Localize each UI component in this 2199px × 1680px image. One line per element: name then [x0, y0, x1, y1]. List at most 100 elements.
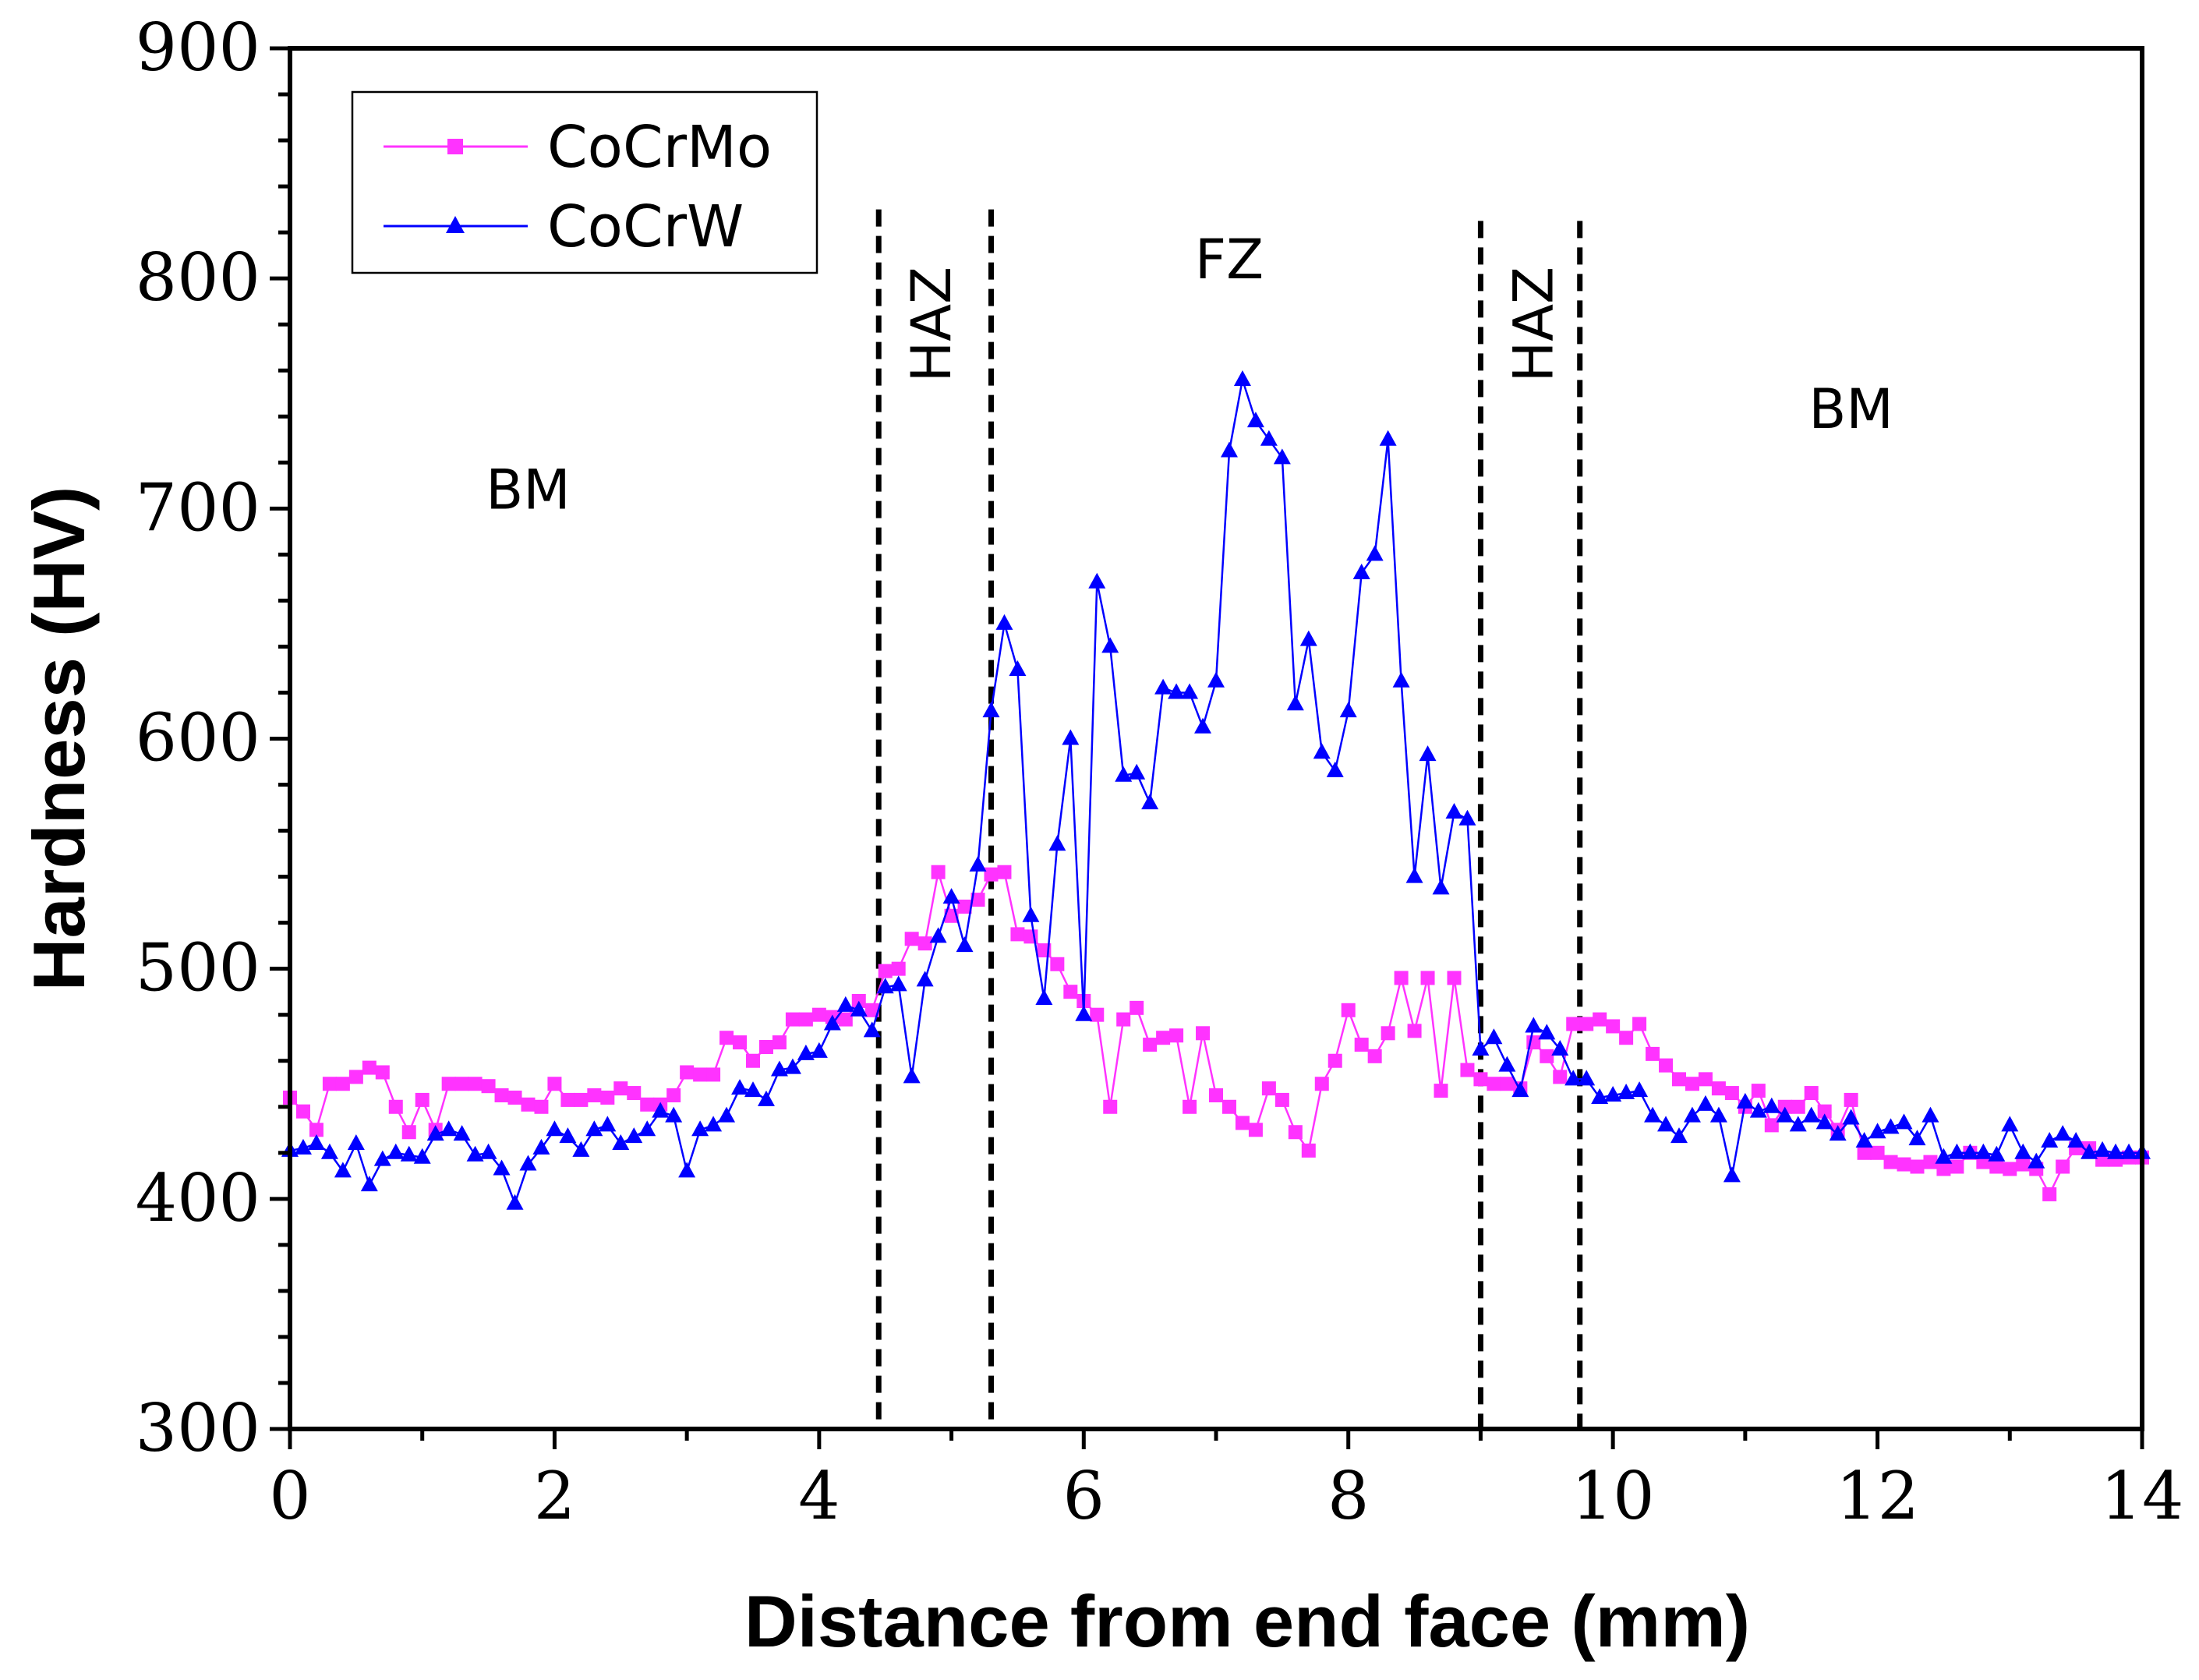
data-point-cocrw	[797, 1044, 815, 1060]
series-layer	[281, 370, 2151, 1210]
data-point-cocrw	[678, 1162, 696, 1178]
data-point-cocrw	[1723, 1166, 1741, 1183]
data-point-cocrmo	[1632, 1017, 1647, 1031]
data-point-cocrw	[863, 1021, 881, 1038]
data-point-cocrmo	[1711, 1081, 1726, 1096]
data-point-cocrmo	[931, 865, 946, 879]
data-point-cocrw	[2120, 1143, 2138, 1159]
data-point-cocrw	[1379, 430, 1397, 446]
data-point-cocrmo	[1010, 927, 1025, 942]
data-point-cocrw	[1948, 1143, 1966, 1159]
data-point-cocrmo	[1367, 1049, 1382, 1063]
data-point-cocrw	[1458, 809, 1476, 826]
data-point-cocrmo	[2003, 1162, 2017, 1176]
data-point-cocrmo	[1447, 971, 1462, 985]
data-point-cocrw	[823, 1014, 841, 1031]
data-point-cocrw	[1035, 989, 1053, 1006]
y-axis-title: Hardness (HV)	[18, 486, 100, 992]
data-point-cocrw	[373, 1150, 391, 1166]
data-point-cocrw	[307, 1134, 325, 1150]
data-point-cocrmo	[1301, 1143, 1316, 1158]
data-point-cocrw	[440, 1120, 458, 1137]
data-point-cocrw	[1392, 671, 1410, 688]
data-point-cocrmo	[1090, 1007, 1105, 1022]
data-point-cocrw	[506, 1194, 524, 1210]
data-point-cocrmo	[1910, 1159, 1925, 1174]
data-point-cocrw	[1604, 1086, 1622, 1102]
data-point-cocrw	[1115, 766, 1133, 782]
data-point-cocrw	[1181, 683, 1199, 699]
data-point-cocrw	[1935, 1148, 1953, 1164]
data-point-cocrw	[612, 1134, 630, 1150]
data-point-cocrmo	[719, 1031, 734, 1045]
data-point-cocrmo	[2016, 1157, 2031, 1172]
data-point-cocrw	[1709, 1106, 1727, 1123]
data-point-cocrw	[1631, 1081, 1649, 1098]
data-point-cocrmo	[388, 1099, 403, 1114]
y-tick-label: 300	[136, 1390, 260, 1466]
data-point-cocrmo	[706, 1067, 721, 1082]
data-point-cocrw	[903, 1067, 921, 1084]
data-point-cocrw	[1022, 906, 1040, 922]
data-point-cocrmo	[693, 1067, 708, 1082]
data-point-cocrw	[1525, 1017, 1543, 1033]
data-point-cocrmo	[758, 1040, 773, 1055]
data-point-cocrw	[956, 936, 974, 953]
data-point-cocrw	[1062, 729, 1080, 745]
zone-label-haz: HAZ	[1501, 267, 1565, 382]
zone-boundaries	[875, 209, 1583, 1429]
data-point-cocrmo	[613, 1081, 628, 1096]
data-point-cocrmo	[746, 1053, 760, 1068]
data-point-cocrw	[1048, 835, 1066, 851]
data-point-cocrw	[744, 1081, 762, 1098]
data-point-cocrmo	[627, 1086, 642, 1101]
data-point-cocrw	[731, 1079, 749, 1095]
data-point-cocrw	[1168, 683, 1186, 699]
data-point-cocrmo	[295, 1104, 310, 1119]
data-point-cocrw	[1749, 1102, 1767, 1118]
data-point-cocrw	[1829, 1125, 1847, 1141]
data-point-cocrmo	[335, 1077, 350, 1091]
data-point-cocrmo	[1989, 1159, 2004, 1174]
x-tick-label: 8	[1328, 1458, 1369, 1534]
x-tick-label: 14	[2101, 1458, 2184, 1534]
data-point-cocrmo	[534, 1099, 549, 1114]
data-point-cocrmo	[798, 1012, 813, 1027]
legend-label: CoCrW	[547, 193, 744, 260]
data-point-cocrmo	[1183, 1099, 1197, 1114]
data-point-cocrmo	[348, 1070, 363, 1084]
data-point-cocrw	[916, 971, 934, 987]
data-point-cocrw	[1299, 630, 1317, 646]
data-point-cocrmo	[1221, 1099, 1236, 1114]
data-point-cocrw	[1220, 441, 1238, 458]
data-point-cocrmo	[2042, 1187, 2057, 1201]
x-tick-label: 10	[1571, 1458, 1655, 1534]
data-point-cocrmo	[1381, 1026, 1395, 1041]
data-point-cocrw	[1868, 1123, 1886, 1139]
data-point-cocrw	[1141, 794, 1159, 810]
data-point-cocrw	[1286, 695, 1304, 711]
data-point-cocrmo	[733, 1035, 748, 1050]
data-point-cocrw	[1564, 1070, 1582, 1086]
data-point-cocrmo	[1579, 1017, 1594, 1031]
data-point-cocrmo	[362, 1060, 377, 1075]
data-point-cocrmo	[468, 1077, 483, 1091]
x-tick-label: 6	[1063, 1458, 1105, 1534]
data-point-cocrw	[1644, 1106, 1662, 1123]
data-point-cocrw	[929, 927, 947, 943]
data-point-cocrmo	[401, 1125, 416, 1140]
data-point-cocrmo	[560, 1092, 575, 1107]
data-point-cocrw	[665, 1106, 683, 1123]
data-point-cocrw	[1802, 1106, 1820, 1123]
zone-label-bm: BM	[486, 458, 570, 522]
data-point-cocrmo	[1870, 1145, 1885, 1160]
data-point-cocrmo	[1540, 1049, 1554, 1063]
data-point-cocrmo	[1050, 957, 1065, 971]
data-point-cocrmo	[1341, 1003, 1356, 1017]
data-point-cocrw	[519, 1155, 537, 1171]
data-point-cocrw	[1538, 1024, 1556, 1040]
data-point-cocrw	[1432, 879, 1450, 895]
legend-entry-cocrmo: CoCrMo	[384, 114, 772, 181]
data-point-cocrw	[942, 888, 960, 904]
